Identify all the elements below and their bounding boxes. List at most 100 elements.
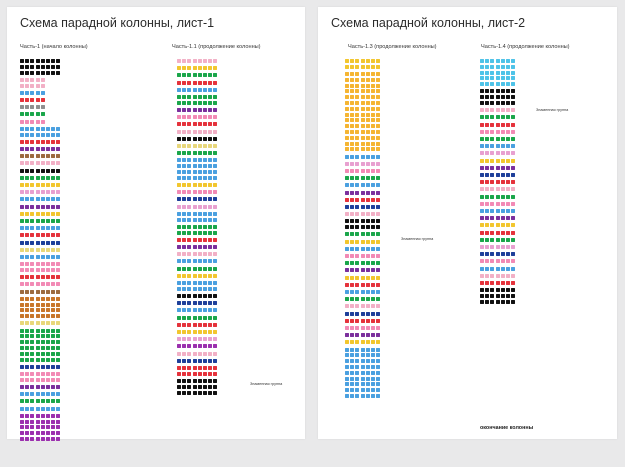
marcher-square [485,59,490,63]
marcher-square [360,176,365,181]
marcher-square [365,130,370,134]
marcher-square [20,425,24,430]
marcher-square [40,59,45,63]
marcher-square [490,137,495,141]
marcher-square [511,82,516,87]
marcher-square [25,119,30,124]
marcher-square [500,194,505,199]
marcher-square [350,183,355,188]
marcher-square [208,183,213,187]
marcher-square [355,77,360,82]
marcher-square [182,273,187,278]
marcher-square [350,304,355,309]
marcher-square [350,95,355,100]
marcher-square [203,230,207,235]
marcher-square [213,59,218,63]
marcher-square [192,371,197,376]
marcher-square [51,219,56,223]
marcher-square [20,161,24,166]
marcher-square [197,66,202,71]
marcher-square [187,252,192,257]
marcher-square [355,304,360,309]
marcher-square [506,122,510,127]
marcher-square [371,353,375,358]
marcher-square [480,252,484,257]
marcher-square [511,245,516,249]
marcher-square [35,240,40,245]
marcher-square [51,262,56,267]
marcher-square [177,87,181,92]
marcher-square [40,262,45,267]
marcher-square [51,431,56,436]
marcher-square [213,87,218,92]
marcher-square [355,359,360,364]
marcher-square [192,217,197,222]
marcher-square [480,144,484,149]
marcher-square [360,311,365,316]
marcher-square [213,384,218,389]
marcher-square [177,129,181,134]
marcher-square [376,304,381,309]
marcher-square [365,154,370,159]
marcher-square [20,431,24,436]
marcher-square [192,66,197,71]
marcher-square [355,95,360,100]
marcher-square [365,72,370,76]
marcher-square [192,211,197,216]
marcher-square [56,204,61,209]
marcher-square [25,357,30,362]
marcher-square [177,294,181,298]
marcher-square [40,314,45,319]
marcher-square [197,108,202,112]
marcher-square [56,126,61,131]
marcher-square [355,376,360,381]
marcher-square [495,144,500,149]
marcher-square [20,247,24,252]
marcher-square [177,217,181,222]
marcher-square [495,108,500,113]
marcher-square [355,190,360,195]
marcher-square [490,95,495,100]
marcher-square [360,388,365,393]
marcher-square [345,212,349,217]
marcher-square [35,219,40,223]
marcher-square [192,108,197,112]
marcher-square [360,89,365,94]
marcher-square [376,261,381,266]
marcher-square [35,175,40,180]
marcher-square [490,173,495,177]
marcher-square [511,158,516,163]
marcher-square [182,371,187,376]
marcher-square [213,95,218,99]
marcher-square [213,366,218,370]
marcher-square [490,158,495,163]
marcher-square [360,246,365,251]
marcher-square [177,245,181,249]
marcher-square [376,333,381,338]
marcher-square [187,211,192,216]
marcher-square [56,377,61,382]
marcher-square [197,80,202,85]
marcher-square [495,180,500,185]
marcher-square [35,90,40,95]
marcher-square [56,334,61,339]
marcher-square [506,230,510,235]
marcher-square [30,168,35,173]
marcher-square [197,100,202,105]
marcher-square [506,82,510,87]
marcher-square [203,294,207,298]
marcher-square [208,80,213,85]
marcher-square [177,237,181,242]
marcher-square [345,141,349,146]
marcher-square [213,344,218,349]
marcher-square [490,180,495,185]
marcher-square [40,132,45,137]
marcher-square [56,154,61,159]
marcher-square [192,100,197,105]
marcher-square [376,246,381,251]
marcher-square [177,337,181,342]
marcher-square [495,76,500,81]
marcher-square [51,275,56,280]
marcher-square [177,344,181,349]
marcher-square [203,66,207,71]
